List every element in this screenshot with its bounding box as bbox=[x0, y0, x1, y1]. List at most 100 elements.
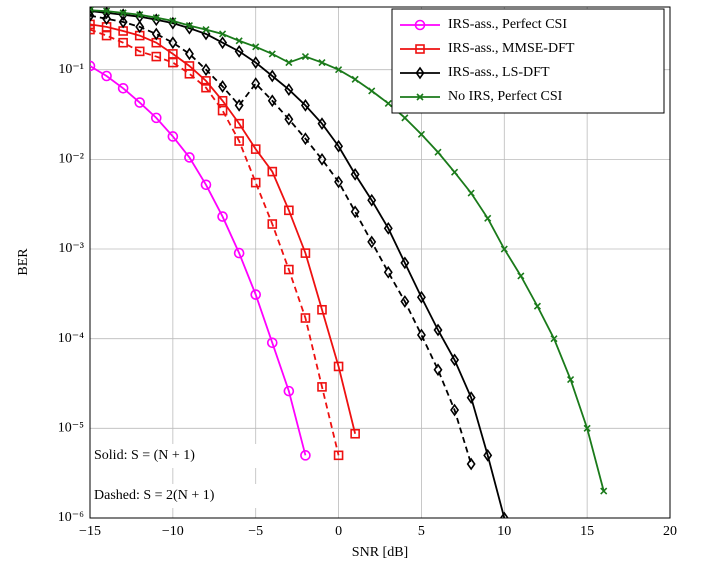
marker bbox=[383, 221, 393, 235]
marker bbox=[101, 70, 112, 82]
marker bbox=[200, 179, 212, 191]
marker bbox=[267, 166, 278, 177]
marker bbox=[350, 428, 360, 439]
legend-label: IRS-ass., MMSE-DFT bbox=[448, 41, 575, 56]
marker bbox=[450, 353, 460, 367]
marker bbox=[317, 382, 327, 392]
marker bbox=[351, 75, 359, 83]
marker bbox=[317, 117, 327, 131]
series-line bbox=[90, 65, 307, 456]
marker bbox=[400, 256, 410, 270]
marker bbox=[517, 272, 525, 280]
marker bbox=[167, 131, 179, 142]
marker bbox=[334, 175, 344, 189]
marker bbox=[267, 94, 277, 108]
marker bbox=[533, 302, 541, 310]
annotation-box bbox=[92, 444, 268, 468]
marker bbox=[400, 295, 410, 308]
marker bbox=[350, 205, 360, 219]
marker bbox=[135, 20, 145, 34]
x-tick-label: 5 bbox=[418, 524, 425, 539]
marker bbox=[217, 95, 228, 106]
marker bbox=[417, 130, 425, 138]
marker bbox=[367, 235, 377, 249]
marker bbox=[235, 37, 243, 45]
marker bbox=[150, 112, 162, 124]
marker bbox=[266, 337, 278, 349]
marker bbox=[217, 105, 228, 116]
series-line bbox=[90, 14, 473, 465]
marker bbox=[234, 98, 244, 112]
marker bbox=[484, 214, 492, 222]
marker bbox=[201, 82, 211, 93]
plot-area bbox=[90, 7, 608, 518]
marker bbox=[118, 37, 128, 48]
y-tick-label: 10⁻³ bbox=[58, 241, 84, 256]
marker bbox=[416, 328, 426, 342]
marker bbox=[300, 248, 311, 258]
y-tick-label: 10⁻⁶ bbox=[58, 510, 84, 525]
y-axis-label: BER bbox=[16, 248, 31, 276]
marker bbox=[567, 375, 575, 384]
marker bbox=[284, 83, 294, 96]
marker bbox=[300, 98, 310, 112]
marker bbox=[201, 63, 211, 77]
annotation-box bbox=[92, 484, 288, 508]
marker bbox=[250, 289, 262, 300]
marker bbox=[284, 205, 294, 216]
marker bbox=[90, 7, 95, 18]
x-tick-label: 15 bbox=[580, 524, 594, 539]
legend-label: No IRS, Perfect CSI bbox=[448, 89, 563, 104]
marker bbox=[285, 59, 293, 67]
marker bbox=[383, 265, 393, 279]
marker bbox=[483, 448, 493, 462]
marker bbox=[318, 59, 326, 67]
marker bbox=[250, 144, 261, 154]
marker bbox=[434, 148, 442, 156]
marker bbox=[415, 66, 425, 80]
marker bbox=[102, 12, 112, 26]
legend-label: IRS-ass., Perfect CSI bbox=[448, 17, 567, 32]
annotation: Dashed: S = 2(N + 1) bbox=[94, 488, 215, 503]
marker bbox=[251, 77, 261, 90]
marker bbox=[414, 19, 426, 31]
plot-frame bbox=[89, 6, 671, 519]
marker bbox=[401, 114, 409, 122]
marker bbox=[118, 15, 128, 29]
marker bbox=[335, 66, 343, 74]
marker bbox=[234, 118, 244, 129]
y-tick-label: 10⁻¹ bbox=[58, 62, 84, 77]
marker bbox=[90, 60, 96, 72]
marker bbox=[202, 26, 210, 34]
marker bbox=[151, 51, 162, 62]
marker bbox=[217, 211, 228, 222]
marker bbox=[333, 361, 344, 372]
marker bbox=[90, 9, 95, 23]
y-tick-label: 10⁻⁴ bbox=[58, 331, 84, 346]
marker bbox=[134, 46, 145, 57]
legend-box bbox=[391, 8, 665, 114]
marker bbox=[136, 11, 144, 19]
series-line bbox=[90, 23, 357, 434]
marker bbox=[134, 97, 146, 108]
x-tick-label: 10 bbox=[497, 524, 511, 539]
marker bbox=[367, 193, 377, 207]
marker bbox=[317, 152, 327, 166]
marker bbox=[500, 245, 508, 253]
series-line bbox=[90, 9, 605, 492]
marker bbox=[184, 47, 194, 61]
marker bbox=[384, 99, 392, 108]
marker bbox=[101, 30, 112, 41]
marker bbox=[300, 132, 310, 146]
marker bbox=[600, 487, 608, 495]
marker bbox=[451, 168, 459, 176]
marker bbox=[466, 391, 476, 405]
marker bbox=[267, 69, 277, 83]
marker bbox=[368, 87, 376, 95]
marker bbox=[284, 264, 294, 275]
marker bbox=[350, 167, 360, 181]
marker bbox=[583, 424, 591, 432]
marker bbox=[252, 43, 260, 51]
marker bbox=[251, 56, 261, 69]
